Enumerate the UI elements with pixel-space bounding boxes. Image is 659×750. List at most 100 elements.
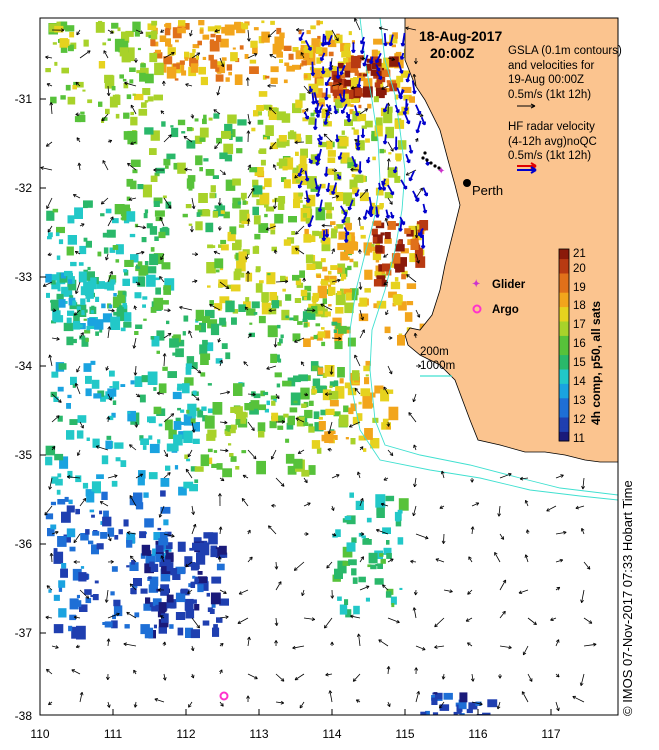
- sst-patch: [58, 21, 68, 30]
- sst-patch: [166, 28, 170, 32]
- sst-patch: [192, 390, 197, 396]
- sst-patch: [50, 501, 56, 506]
- sst-patch: [192, 49, 196, 53]
- sst-patch: [121, 208, 131, 221]
- velocity-arrow-head: [319, 57, 325, 62]
- sst-patch: [326, 82, 333, 86]
- velocity-arrow: [135, 225, 146, 229]
- sst-patch: [283, 179, 291, 189]
- velocity-arrow: [247, 636, 250, 647]
- sst-patch: [372, 234, 383, 244]
- sst-patch: [133, 492, 143, 503]
- velocity-arrow: [443, 589, 453, 593]
- velocity-arrow-head: [406, 274, 410, 278]
- velocity-arrow: [275, 393, 280, 399]
- sst-patch: [130, 380, 135, 385]
- sst-patch: [257, 404, 266, 411]
- sst-patch: [289, 317, 294, 321]
- velocity-arrow-head: [47, 252, 52, 257]
- sst-patch: [219, 152, 228, 160]
- sst-patch: [277, 203, 285, 210]
- velocity-arrow-head: [395, 109, 400, 114]
- velocity-arrow-head: [188, 704, 192, 708]
- velocity-arrow-head: [412, 607, 417, 611]
- sst-patch: [117, 27, 121, 32]
- sst-patch: [123, 83, 129, 89]
- sst-patch: [55, 232, 60, 237]
- sst-patch: [109, 386, 113, 388]
- sst-patch: [396, 265, 405, 273]
- velocity-arrow-head: [61, 28, 65, 33]
- sst-patch: [285, 315, 289, 319]
- sst-patch: [232, 178, 241, 186]
- sst-patch: [311, 386, 316, 391]
- sst-patch: [351, 55, 361, 69]
- sst-patch: [209, 300, 214, 306]
- colorbar-label: 4h comp, p50, all sats: [589, 301, 603, 425]
- sst-patch: [264, 213, 268, 218]
- sst-patch: [333, 226, 338, 230]
- sst-patch: [57, 536, 67, 547]
- velocity-arrow: [163, 673, 166, 681]
- sst-patch: [328, 51, 334, 57]
- velocity-arrow: [359, 309, 364, 321]
- sst-patch: [229, 129, 236, 138]
- sst-patch: [66, 336, 74, 346]
- sst-patch: [59, 38, 68, 48]
- sst-patch: [200, 542, 210, 556]
- colorbar-segment: [559, 268, 569, 274]
- velocity-arrow: [79, 589, 90, 599]
- sst-patch: [282, 288, 286, 292]
- velocity-arrow-head: [305, 532, 309, 536]
- velocity-arrow-head: [328, 690, 333, 694]
- sst-patch: [56, 489, 61, 495]
- sst-patch: [207, 285, 211, 288]
- velocity-arrow-head: [414, 234, 419, 238]
- sst-patch: [85, 597, 92, 604]
- colorbar-segment: [559, 364, 569, 370]
- velocity-arrow-head: [414, 667, 419, 671]
- sst-patch: [53, 548, 58, 553]
- sst-patch: [259, 148, 267, 154]
- velocity-arrow-head: [157, 588, 162, 592]
- sst-patch: [57, 386, 64, 392]
- sst-patch: [169, 624, 174, 629]
- sst-patch: [286, 422, 294, 430]
- sst-patch: [115, 244, 124, 255]
- glider-marker-icon: ✦: [437, 166, 445, 177]
- sst-patch: [334, 333, 343, 343]
- velocity-arrow-head: [329, 371, 334, 375]
- velocity-arrow-head: [74, 383, 79, 387]
- velocity-arrow: [583, 561, 591, 570]
- sst-patch: [45, 513, 54, 520]
- velocity-arrow-head: [133, 704, 138, 708]
- sst-patch: [156, 541, 164, 553]
- velocity-arrow: [247, 188, 255, 199]
- sst-patch: [279, 338, 283, 344]
- velocity-arrow-head: [297, 184, 303, 189]
- sst-patch: [397, 509, 403, 514]
- sst-patch: [189, 57, 199, 66]
- sst-patch: [161, 566, 171, 574]
- velocity-arrow: [105, 589, 109, 603]
- sst-patch: [182, 383, 190, 394]
- velocity-arrow: [107, 85, 110, 96]
- sst-patch: [124, 47, 135, 62]
- sst-patch: [134, 612, 140, 618]
- sst-patch: [235, 419, 241, 425]
- velocity-arrow-head: [405, 78, 411, 83]
- velocity-arrow: [247, 29, 250, 42]
- velocity-arrow-head: [82, 497, 87, 502]
- sst-patch: [232, 47, 236, 50]
- sst-patch: [199, 167, 203, 172]
- velocity-arrow-head: [320, 303, 324, 308]
- sst-patch: [83, 237, 88, 242]
- sst-patch: [267, 325, 278, 338]
- velocity-arrow: [247, 113, 251, 125]
- sst-patch: [285, 438, 290, 443]
- velocity-arrow-head: [192, 523, 197, 528]
- velocity-arrow-head: [74, 250, 79, 255]
- velocity-arrow-head: [142, 225, 146, 230]
- sst-patch: [234, 21, 241, 30]
- velocity-arrow: [107, 326, 110, 339]
